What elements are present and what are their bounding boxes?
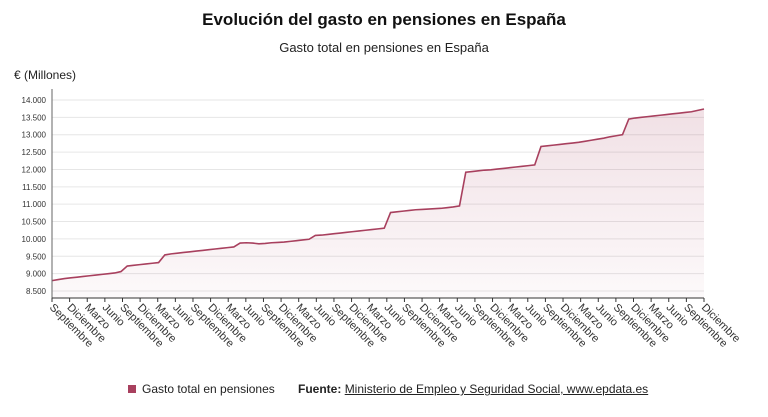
y-tick-label: 9.000 bbox=[26, 270, 47, 279]
series-line bbox=[51, 108, 705, 282]
y-tick-label: 14.000 bbox=[22, 96, 47, 105]
y-tick-label: 10.000 bbox=[22, 235, 47, 244]
source-text[interactable]: Ministerio de Empleo y Seguridad Social,… bbox=[344, 382, 649, 396]
y-tick-label: 13.000 bbox=[22, 131, 47, 140]
y-tick-labels: 8.500 9.000 9.500 10.000 10.500 11.000 11.500 1… bbox=[22, 96, 47, 296]
legend-label: Gasto total en pensiones bbox=[142, 382, 275, 396]
y-tick-label: 11.000 bbox=[22, 200, 46, 209]
source-note: Fuente: Ministerio de Empleo y Seguridad… bbox=[298, 382, 648, 396]
y-axis-unit-label: € (Millones) bbox=[14, 68, 77, 82]
axes bbox=[51, 89, 704, 299]
y-tick-label: 12.000 bbox=[22, 165, 47, 174]
y-tick-label: 9.500 bbox=[26, 252, 47, 261]
source-label: Fuente: bbox=[298, 382, 342, 396]
y-tick-label: 11.500 bbox=[22, 183, 46, 192]
x-tick-labels: SeptiembreDiciembreMarzoJunioSeptiembreD… bbox=[47, 298, 742, 350]
y-tick-label: 13.500 bbox=[22, 113, 47, 122]
y-tick-label: 10.500 bbox=[22, 218, 47, 227]
page-subtitle: Gasto total en pensiones en España bbox=[279, 40, 489, 55]
y-tick-label: 8.500 bbox=[26, 287, 47, 296]
y-tick-label: 12.500 bbox=[22, 148, 47, 157]
legend-swatch bbox=[128, 385, 136, 393]
series-area bbox=[51, 108, 705, 298]
series-area-fill bbox=[52, 108, 704, 298]
page-title: Evolución del gasto en pensiones en Espa… bbox=[202, 10, 566, 29]
legend: Gasto total en pensiones bbox=[128, 382, 275, 396]
